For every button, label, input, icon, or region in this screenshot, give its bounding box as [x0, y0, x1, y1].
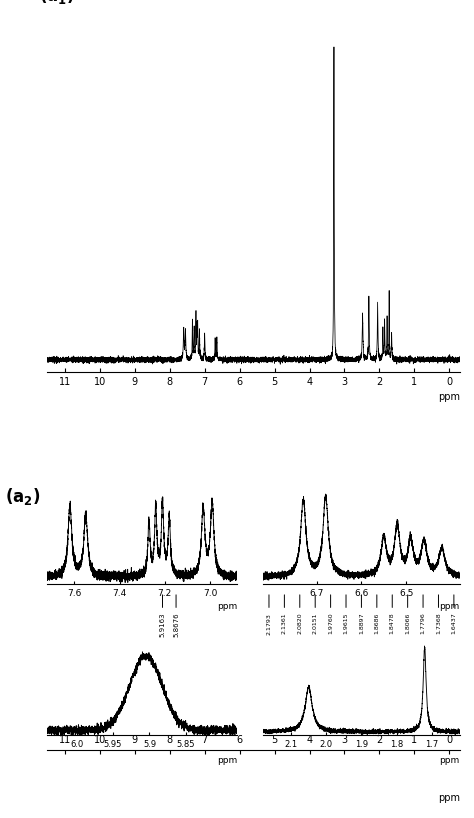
Text: 1.9760: 1.9760	[328, 613, 333, 634]
Text: 1.7796: 1.7796	[420, 613, 426, 635]
Text: ppm: ppm	[439, 756, 460, 765]
Text: 1.8897: 1.8897	[359, 613, 364, 634]
Text: 2.1361: 2.1361	[282, 613, 287, 634]
Text: ppm: ppm	[439, 602, 460, 611]
Text: 2.1793: 2.1793	[266, 613, 272, 635]
Text: 1.8478: 1.8478	[390, 613, 395, 634]
Text: 1.7368: 1.7368	[436, 613, 441, 634]
Text: 2.0820: 2.0820	[297, 613, 302, 634]
Text: 1.8066: 1.8066	[405, 613, 410, 634]
Text: 2.0151: 2.0151	[313, 613, 318, 634]
Text: $\mathbf{(a_1)}$: $\mathbf{(a_1)}$	[39, 0, 75, 7]
Text: 1.8686: 1.8686	[374, 613, 379, 634]
Text: ppm: ppm	[217, 756, 237, 765]
Text: $\mathbf{(a_2)}$: $\mathbf{(a_2)}$	[5, 486, 40, 507]
Text: 5.8676: 5.8676	[173, 613, 179, 637]
Text: 1.9615: 1.9615	[344, 613, 348, 634]
Text: ppm: ppm	[217, 602, 237, 611]
Text: 1.6437: 1.6437	[451, 613, 456, 635]
Text: ppm: ppm	[438, 392, 460, 402]
Text: 5.9163: 5.9163	[160, 613, 165, 637]
Text: ppm: ppm	[438, 793, 460, 803]
